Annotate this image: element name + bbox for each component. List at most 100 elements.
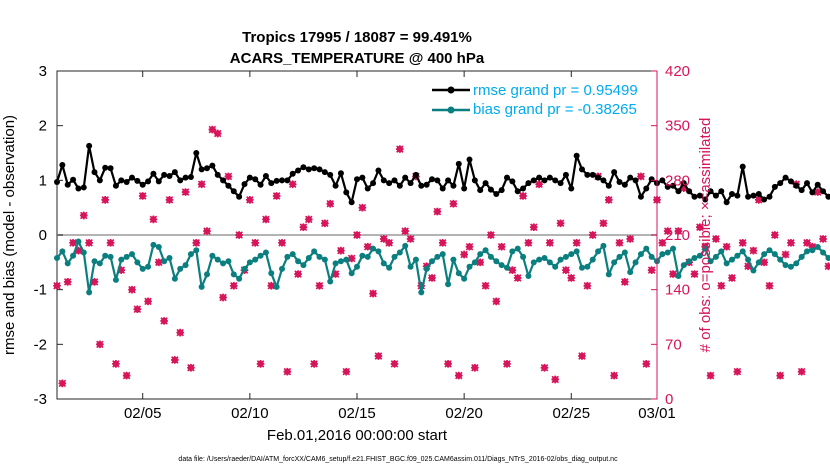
bias-point <box>664 249 671 256</box>
rmse-point <box>664 183 671 190</box>
x-tick-label: 02/05 <box>124 405 162 422</box>
bias-point <box>573 248 580 255</box>
bias-point <box>637 251 644 258</box>
rmse-point <box>745 193 752 200</box>
obs-assimilated-point <box>369 289 377 298</box>
obs-assimilated-point <box>235 231 243 239</box>
obs-assimilated-point <box>765 281 774 290</box>
rmse-point <box>204 165 210 172</box>
obs-assimilated-point <box>396 145 404 153</box>
y-right-tick-label: 0 <box>665 391 673 408</box>
bias-point <box>418 289 425 296</box>
obs-assimilated-point <box>144 297 152 306</box>
rmse-point <box>220 177 227 184</box>
obs-assimilated-point <box>96 340 104 349</box>
obs-assimilated-point <box>374 352 383 360</box>
rmse-point <box>509 178 516 185</box>
rmse-point <box>150 170 157 177</box>
rmse-point <box>311 165 318 172</box>
obs-assimilated-point <box>85 238 93 247</box>
obs-assimilated-point <box>722 242 731 251</box>
legend-rmse-label: rmse grand pr = 0.95499 <box>473 82 638 99</box>
obs-assimilated-point <box>535 180 543 189</box>
rmse-point <box>557 180 564 187</box>
bias-point <box>252 256 259 263</box>
rmse-point <box>455 160 462 167</box>
bias-point <box>536 256 543 263</box>
bias-point <box>525 273 532 279</box>
rmse-point <box>59 162 66 169</box>
obs-assimilated-point <box>813 188 822 196</box>
y-right-tick-label: 350 <box>665 118 690 135</box>
bias-point <box>787 263 794 270</box>
bias-point <box>718 248 725 255</box>
y-axis-right-label: # of obs: o=possible; ×=assimilated <box>697 118 714 353</box>
obs-assimilated-point <box>572 238 581 247</box>
obs-assimilated-point <box>283 367 292 376</box>
bias-point <box>123 253 130 260</box>
rmse-point <box>295 167 302 174</box>
rmse-point <box>112 182 119 189</box>
rmse-point <box>407 180 414 187</box>
rmse-point <box>686 188 693 195</box>
obs-assimilated-point <box>262 215 270 224</box>
rmse-point <box>418 182 425 189</box>
bias-point <box>230 271 237 278</box>
rmse-point <box>600 177 607 184</box>
obs-assimilated-point <box>578 352 586 360</box>
bias-point <box>246 259 253 266</box>
obs-assimilated-point <box>321 219 329 228</box>
bias-point <box>321 256 328 263</box>
rmse-point <box>691 193 698 200</box>
bias-point <box>509 248 516 255</box>
bias-point <box>455 270 462 277</box>
obs-assimilated-point <box>208 125 217 134</box>
obs-assimilated-point <box>454 371 463 380</box>
obs-assimilated-point <box>251 238 260 247</box>
rmse-point <box>648 176 655 183</box>
bias-point <box>434 253 441 260</box>
obs-assimilated-point <box>588 231 597 239</box>
rmse-point <box>375 167 382 174</box>
rmse-point <box>386 180 393 187</box>
bias-point <box>268 270 275 277</box>
bias-point <box>86 289 93 296</box>
rmse-point <box>825 193 830 200</box>
obs-assimilated-point <box>733 367 742 376</box>
obs-assimilated-point <box>122 371 131 380</box>
obs-assimilated-point <box>176 328 185 337</box>
bias-point <box>198 283 205 290</box>
obs-assimilated-point <box>787 238 795 247</box>
rmse-point <box>225 182 232 189</box>
rmse-point <box>96 177 103 184</box>
rmse-point <box>493 191 500 197</box>
obs-assimilated-point <box>444 360 452 368</box>
bias-point <box>461 275 468 282</box>
rmse-point <box>793 182 800 189</box>
rmse-point <box>439 185 446 192</box>
rmse-line <box>55 144 830 204</box>
rmse-point <box>279 177 285 184</box>
rmse-point <box>670 182 677 189</box>
bias-point <box>445 281 452 288</box>
bias-point <box>729 256 735 263</box>
bias-point <box>595 248 602 255</box>
rmse-point <box>520 185 527 192</box>
rmse-point <box>477 187 484 194</box>
obs-assimilated-point <box>272 192 281 200</box>
bias-point <box>450 256 457 263</box>
obs-assimilated-point <box>358 203 367 212</box>
obs-assimilated-point <box>187 363 195 372</box>
bias-point <box>359 252 366 259</box>
bias-point <box>134 259 141 266</box>
bias-point <box>80 249 87 256</box>
rmse-point <box>182 174 189 181</box>
rmse-point <box>643 185 650 192</box>
rmse-point <box>332 182 339 189</box>
bias-point <box>386 264 393 271</box>
bias-point <box>273 283 280 290</box>
bias-point <box>59 248 66 255</box>
bias-point <box>493 258 500 265</box>
obs-assimilated-point <box>674 227 683 235</box>
y-left-tick-label: -3 <box>34 391 47 408</box>
